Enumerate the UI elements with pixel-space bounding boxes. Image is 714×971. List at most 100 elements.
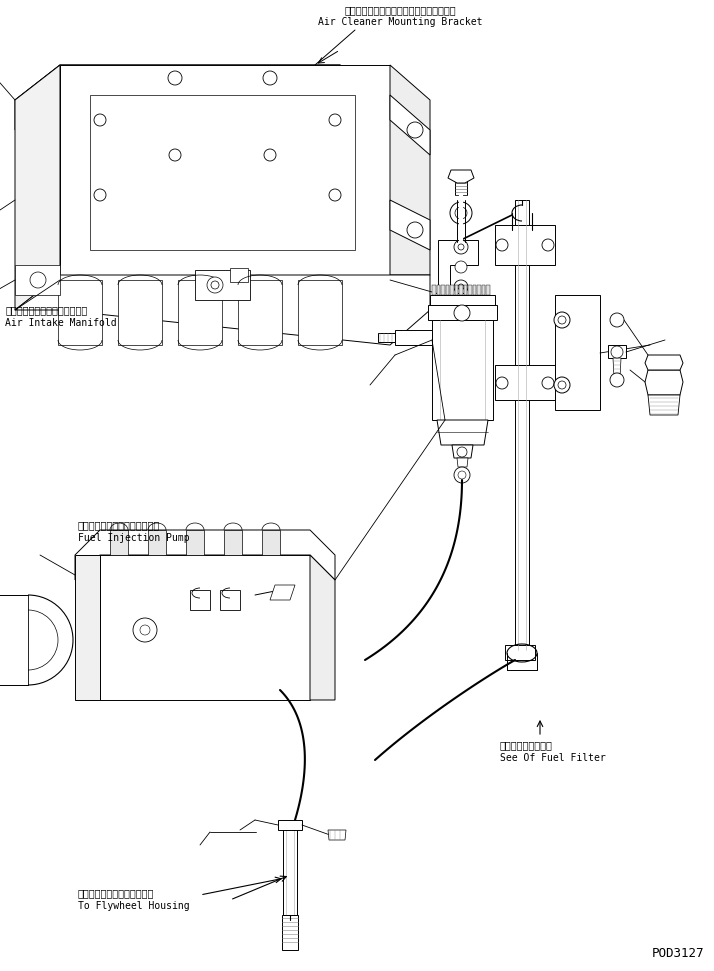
Circle shape (455, 261, 467, 273)
Polygon shape (75, 530, 335, 580)
Polygon shape (270, 585, 295, 600)
Circle shape (457, 447, 467, 457)
Polygon shape (428, 305, 497, 320)
Polygon shape (230, 268, 248, 282)
Polygon shape (15, 65, 390, 130)
Polygon shape (452, 445, 473, 458)
Bar (486, 285, 490, 295)
Polygon shape (75, 555, 100, 700)
Text: POD3127: POD3127 (651, 947, 704, 960)
Circle shape (454, 467, 470, 483)
Polygon shape (118, 280, 162, 345)
Polygon shape (262, 530, 280, 555)
Circle shape (558, 316, 566, 324)
Circle shape (558, 381, 566, 389)
Bar (432, 285, 436, 295)
Circle shape (611, 346, 623, 358)
Circle shape (454, 240, 468, 254)
Circle shape (30, 272, 46, 288)
Bar (455, 285, 458, 295)
Polygon shape (555, 295, 600, 410)
Polygon shape (437, 420, 488, 445)
Text: Air Cleaner Mounting Bracket: Air Cleaner Mounting Bracket (318, 17, 482, 27)
Circle shape (458, 471, 466, 479)
Bar (446, 285, 449, 295)
Circle shape (329, 189, 341, 201)
Circle shape (450, 202, 472, 224)
Bar (468, 285, 471, 295)
Polygon shape (505, 645, 535, 660)
Circle shape (264, 149, 276, 161)
Text: To Flywheel Housing: To Flywheel Housing (78, 901, 190, 911)
Polygon shape (298, 280, 342, 345)
Polygon shape (648, 395, 680, 415)
Bar (283, 825, 297, 915)
Circle shape (140, 625, 150, 635)
Text: Fuel Injection Pump: Fuel Injection Pump (78, 533, 190, 543)
Polygon shape (432, 320, 493, 420)
Circle shape (207, 277, 223, 293)
Polygon shape (455, 180, 467, 195)
Circle shape (454, 305, 470, 321)
Polygon shape (278, 820, 302, 830)
Circle shape (407, 222, 423, 238)
Polygon shape (378, 333, 395, 342)
Text: Air Intake Manifold: Air Intake Manifold (5, 318, 116, 328)
Circle shape (554, 377, 570, 393)
Polygon shape (148, 530, 166, 555)
Text: See Of Fuel Filter: See Of Fuel Filter (500, 753, 605, 763)
Circle shape (455, 207, 467, 219)
Polygon shape (495, 365, 555, 400)
Polygon shape (238, 280, 282, 345)
Circle shape (263, 71, 277, 85)
Text: フェルインジェクションポンプ: フェルインジェクションポンプ (78, 520, 160, 530)
Polygon shape (645, 355, 683, 370)
Circle shape (554, 312, 570, 328)
Polygon shape (608, 345, 626, 358)
Polygon shape (15, 275, 430, 345)
Polygon shape (60, 65, 390, 275)
Bar (282, 915, 298, 950)
Text: エアークリーナマウンティングブラケット: エアークリーナマウンティングブラケット (344, 5, 456, 15)
Circle shape (454, 280, 468, 294)
Circle shape (458, 284, 464, 290)
Text: エアーインテークマニホールド: エアーインテークマニホールド (5, 305, 87, 315)
Polygon shape (178, 280, 222, 345)
Polygon shape (110, 530, 128, 555)
Bar (463, 285, 467, 295)
Polygon shape (457, 458, 468, 467)
Bar (477, 285, 481, 295)
Polygon shape (186, 530, 204, 555)
Polygon shape (310, 555, 335, 700)
Bar (481, 285, 485, 295)
Bar (441, 285, 445, 295)
Bar (473, 285, 476, 295)
Polygon shape (15, 65, 390, 100)
Polygon shape (195, 270, 250, 300)
Circle shape (458, 244, 464, 250)
Polygon shape (58, 280, 102, 345)
Circle shape (542, 239, 554, 251)
Polygon shape (328, 830, 346, 840)
Circle shape (329, 114, 341, 126)
Polygon shape (645, 370, 683, 395)
Polygon shape (190, 590, 210, 610)
Circle shape (94, 189, 106, 201)
Circle shape (610, 373, 624, 387)
Polygon shape (430, 295, 495, 305)
Polygon shape (220, 590, 240, 610)
Bar (436, 285, 440, 295)
Polygon shape (15, 65, 60, 310)
Polygon shape (15, 265, 60, 295)
Circle shape (610, 313, 624, 327)
Polygon shape (495, 225, 555, 265)
Polygon shape (224, 530, 242, 555)
Polygon shape (613, 358, 621, 378)
Circle shape (133, 618, 157, 642)
Text: フェルフィルタ参照: フェルフィルタ参照 (500, 740, 553, 750)
Polygon shape (395, 330, 432, 345)
Circle shape (496, 377, 508, 389)
Polygon shape (448, 170, 474, 183)
Polygon shape (438, 240, 478, 385)
Bar (515, 200, 529, 650)
